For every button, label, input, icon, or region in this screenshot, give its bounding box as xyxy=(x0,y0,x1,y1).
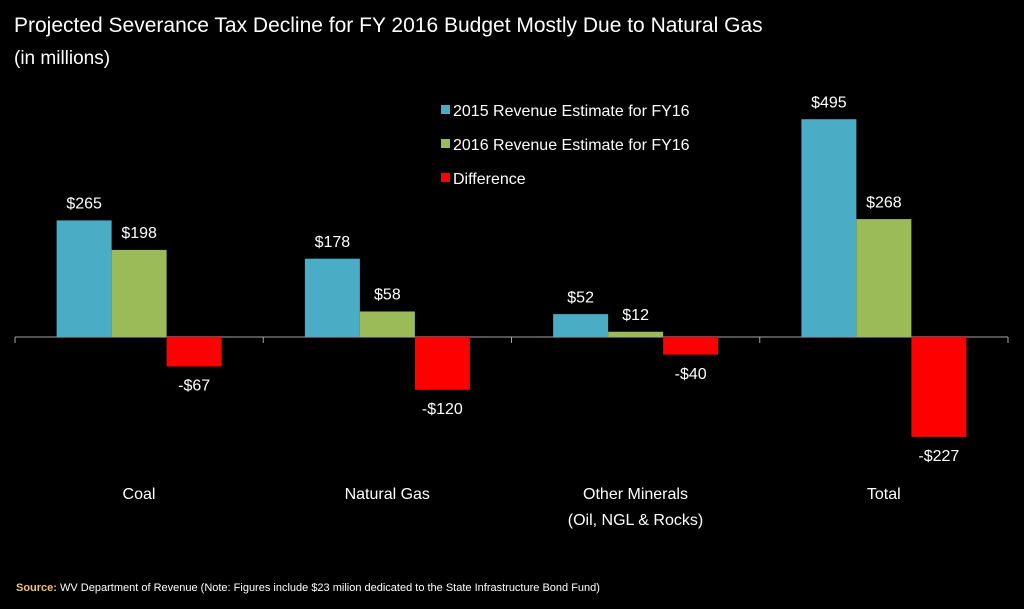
data-label: $52 xyxy=(567,289,594,306)
data-label: $495 xyxy=(811,94,847,111)
source-text: WV Department of Revenue (Note: Figures … xyxy=(60,582,600,594)
bar xyxy=(304,258,360,337)
x-tick-label: Other Minerals (Oil, NGL & Rocks) xyxy=(567,486,704,529)
legend-swatch xyxy=(441,173,450,182)
bar xyxy=(801,119,857,337)
data-label: -$120 xyxy=(422,401,463,418)
source-note: Source: WV Department of Revenue (Note: … xyxy=(16,582,600,594)
chart-title: Projected Severance Tax Decline for FY 2… xyxy=(14,14,763,37)
bar xyxy=(911,337,967,437)
chart-subtitle: (in millions) xyxy=(14,48,111,69)
legend-label: 2016 Revenue Estimate for FY16 xyxy=(453,137,690,154)
data-label: $178 xyxy=(315,234,351,251)
data-label: $198 xyxy=(121,225,157,242)
data-label: -$67 xyxy=(178,378,210,395)
legend-label: 2015 Revenue Estimate for FY16 xyxy=(453,103,690,120)
data-label: $268 xyxy=(866,194,902,211)
legend-label: Difference xyxy=(453,171,526,188)
data-label: -$227 xyxy=(918,448,959,465)
data-label: $12 xyxy=(622,307,649,324)
data-label: -$40 xyxy=(675,366,707,383)
legend-swatch xyxy=(441,139,450,148)
bar xyxy=(166,337,222,367)
x-tick-label: Natural Gas xyxy=(344,486,430,503)
bar xyxy=(663,337,719,355)
data-label: $58 xyxy=(374,287,401,304)
bar xyxy=(111,249,167,337)
bar xyxy=(608,331,664,337)
legend-swatch xyxy=(441,105,450,114)
bar xyxy=(359,311,415,337)
bar xyxy=(856,219,912,337)
source-label: Source: xyxy=(16,582,57,594)
x-tick-label: Total xyxy=(866,486,901,503)
bar xyxy=(414,337,470,390)
x-tick-label: Coal xyxy=(122,486,156,503)
bar xyxy=(56,220,112,337)
data-label: $265 xyxy=(66,196,102,213)
bar xyxy=(553,314,609,337)
